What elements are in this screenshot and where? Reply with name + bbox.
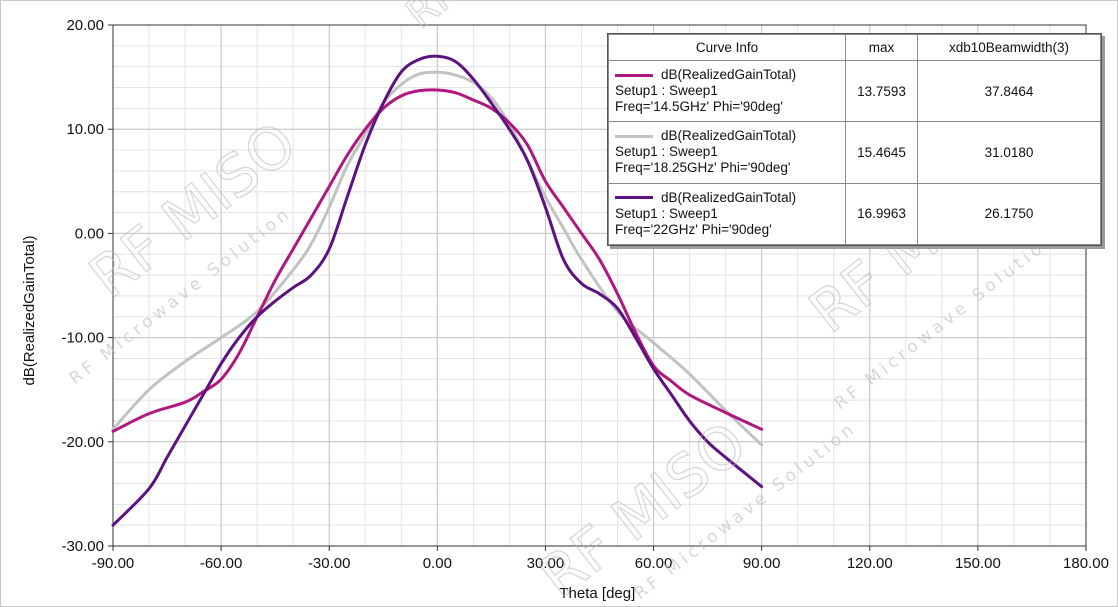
y-tick-label: 10.00 <box>66 121 104 138</box>
plot-area <box>112 24 1087 547</box>
x-axis-label: Theta [deg] <box>559 585 635 602</box>
y-axis-label: dB(RealizedGainTotal) <box>21 235 38 385</box>
x-tick-label: 120.00 <box>847 555 893 572</box>
series-max: 15.4645 <box>845 121 918 184</box>
legend-curve-cell: dB(RealizedGainTotal) Setup1 : Sweep1 Fr… <box>608 121 846 184</box>
legend-header-curve-info: Curve Info <box>608 34 846 61</box>
series-setup: Setup1 : Sweep1 <box>615 83 718 99</box>
svg-text:RF MISO: RF MISO <box>527 409 759 607</box>
series-beamwidth: 26.1750 <box>917 182 1101 246</box>
x-tick-label: 60.00 <box>635 555 673 572</box>
series-line-1[interactable] <box>111 88 764 433</box>
series-swatch <box>615 73 653 77</box>
legend-curve-cell: dB(RealizedGainTotal) Setup1 : Sweep1 Fr… <box>608 182 846 246</box>
y-tick-label: -10.00 <box>61 330 104 347</box>
y-tick-label: 0.00 <box>75 225 104 242</box>
legend-header-row: Curve Info max xdb10Beamwidth(3) <box>608 34 1101 61</box>
curve-info-legend: Curve Info max xdb10Beamwidth(3) dB(Real… <box>607 33 1102 246</box>
series-params: Freq='18.25GHz' Phi='90deg' <box>615 160 791 176</box>
series-swatch <box>615 196 653 200</box>
series-layer <box>111 54 764 527</box>
legend-curve-cell: dB(RealizedGainTotal) Setup1 : Sweep1 Fr… <box>608 59 846 123</box>
series-name: dB(RealizedGainTotal) <box>661 67 797 83</box>
series-swatch <box>615 134 653 138</box>
series-params: Freq='22GHz' Phi='90deg' <box>615 221 772 237</box>
series-setup: Setup1 : Sweep1 <box>615 144 718 160</box>
svg-text:RF MISO: RF MISO <box>398 0 558 38</box>
x-tick-label: -90.00 <box>92 555 135 572</box>
series-setup: Setup1 : Sweep1 <box>615 205 718 221</box>
legend-row[interactable]: dB(RealizedGainTotal) Setup1 : Sweep1 Fr… <box>608 59 1101 123</box>
series-max: 16.9963 <box>845 182 918 246</box>
x-tick-label: -60.00 <box>200 555 243 572</box>
series-beamwidth: 37.8464 <box>917 59 1101 123</box>
y-tick-label: -20.00 <box>61 434 104 451</box>
series-name: dB(RealizedGainTotal) <box>661 189 797 205</box>
legend-header-beamwidth: xdb10Beamwidth(3) <box>917 34 1101 61</box>
series-name: dB(RealizedGainTotal) <box>661 128 797 144</box>
x-tick-label: 30.00 <box>527 555 565 572</box>
x-tick-label: 150.00 <box>955 555 1001 572</box>
y-tick-label: 20.00 <box>66 17 104 34</box>
x-tick-label: -30.00 <box>308 555 351 572</box>
y-tick-label: -30.00 <box>61 538 104 555</box>
x-tick-label: 0.00 <box>423 555 452 572</box>
x-axis-ticks: -90.00 -60.00 -30.00 0.00 30.00 60.00 90.00 120… <box>92 546 1109 572</box>
series-line-3[interactable] <box>111 54 764 527</box>
legend-table: Curve Info max xdb10Beamwidth(3) dB(Real… <box>608 34 1101 246</box>
series-max: 13.7593 <box>845 59 918 123</box>
x-tick-label: 180.00 <box>1063 555 1109 572</box>
legend-header-max: max <box>845 34 918 61</box>
series-beamwidth: 31.0180 <box>917 121 1101 184</box>
y-axis-ticks: -30.00 -20.00 -10.00 0.00 10.00 20.00 <box>61 17 113 555</box>
legend-row[interactable]: dB(RealizedGainTotal) Setup1 : Sweep1 Fr… <box>608 182 1101 246</box>
legend-row[interactable]: dB(RealizedGainTotal) Setup1 : Sweep1 Fr… <box>608 121 1101 184</box>
x-tick-label: 90.00 <box>743 555 781 572</box>
series-params: Freq='14.5GHz' Phi='90deg' <box>615 99 783 115</box>
